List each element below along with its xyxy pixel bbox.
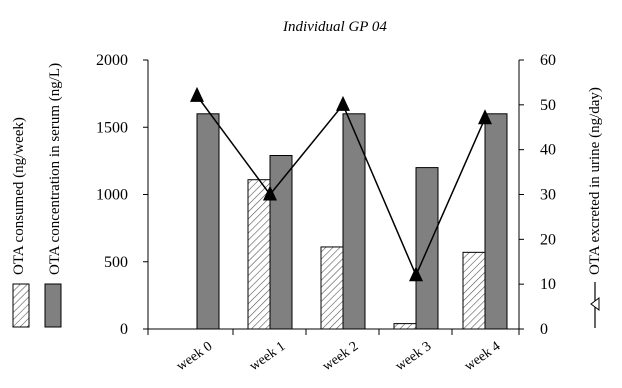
left-ticks-group: 0 500 1000 1500 2000 bbox=[96, 52, 148, 338]
bar-consumed-3 bbox=[393, 323, 417, 330]
left-tick-label-1: 500 bbox=[104, 254, 128, 271]
right-ticks-group: 0 10 20 30 40 50 60 bbox=[519, 52, 556, 338]
urine-point-2 bbox=[336, 95, 350, 111]
urine-point-4 bbox=[478, 109, 492, 125]
legend-consumed-swatch bbox=[12, 283, 30, 328]
left-tick-label-4: 2000 bbox=[96, 52, 128, 69]
x-labels-group: week 0 week 1 week 2 week 3 week 4 bbox=[147, 329, 520, 374]
bars-group bbox=[196, 113, 508, 330]
bar-serum-0 bbox=[196, 113, 220, 330]
left-tick-label-0: 0 bbox=[120, 321, 128, 338]
right-tick-label-2: 20 bbox=[540, 231, 556, 248]
legend-urine-glyph bbox=[590, 282, 600, 328]
x-label-0: week 0 bbox=[174, 339, 215, 374]
bar-consumed-1 bbox=[247, 179, 271, 330]
x-label-1: week 1 bbox=[247, 339, 288, 374]
y-left-label-serum: OTA concentration in serum (ng/L) bbox=[47, 63, 63, 275]
right-tick-label-1: 10 bbox=[540, 276, 556, 293]
right-tick-label-0: 0 bbox=[540, 321, 548, 338]
right-tick-label-3: 30 bbox=[540, 187, 556, 204]
legend-serum-swatch bbox=[44, 283, 62, 328]
x-label-3: week 3 bbox=[393, 339, 434, 374]
urine-point-1 bbox=[263, 185, 277, 201]
bar-consumed-2 bbox=[320, 246, 344, 330]
y-right-label: OTA excreted in urine (ng/day) bbox=[587, 87, 603, 275]
x-label-4: week 4 bbox=[462, 339, 503, 374]
bar-consumed-4 bbox=[462, 251, 486, 330]
right-tick-label-6: 60 bbox=[540, 52, 556, 69]
left-tick-label-2: 1000 bbox=[96, 187, 128, 204]
urine-point-3 bbox=[409, 266, 423, 282]
right-tick-label-5: 50 bbox=[540, 97, 556, 114]
chart-title: Individual GP 04 bbox=[282, 19, 387, 35]
left-tick-label-3: 1500 bbox=[96, 119, 128, 136]
y-left-label-consumed: OTA consumed (ng/week) bbox=[11, 117, 27, 275]
urine-point-0 bbox=[190, 86, 204, 102]
bar-serum-4 bbox=[484, 113, 508, 330]
bar-serum-2 bbox=[342, 113, 366, 330]
right-tick-label-4: 40 bbox=[540, 142, 556, 159]
bar-serum-3 bbox=[415, 167, 439, 330]
urine-line-group bbox=[190, 86, 492, 282]
x-label-2: week 2 bbox=[320, 339, 361, 374]
